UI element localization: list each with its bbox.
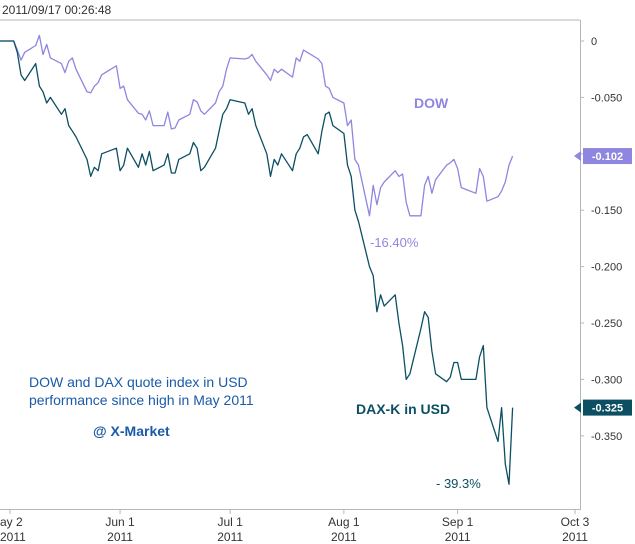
dax-drop-annotation: - 39.3% [436,476,481,491]
tag-box [583,399,632,416]
y-tick-label: 0 [591,36,597,48]
x-tick-label: Oct 3 [561,515,590,529]
tag-pointer [574,402,581,413]
x-tick-year: 2011 [445,530,471,544]
y-axis: 0-0.050-0.100-0.150-0.200-0.250-0.300-0.… [580,36,622,443]
tag-value: -0.325 [592,403,623,415]
y-tick-label: -0.300 [591,374,622,386]
x-tick-label: ay 2 [0,515,23,529]
plot-frame [0,19,581,510]
y-tick-label: -0.200 [591,262,622,274]
dow-line [0,34,514,217]
x-tick-year: 2011 [331,530,357,544]
dow-drop-annotation: -16.40% [370,235,419,250]
x-tick-label: Aug 1 [328,515,360,529]
annotations: DOW -16.40% DAX-K in USD - 39.3% DOW and… [29,95,481,491]
timestamp: 2011/09/17 00:26:48 [2,3,112,17]
y-tick-label: -0.250 [591,318,622,330]
dow-last-value-tag: -0.102 [574,148,632,165]
tag-value: -0.102 [592,151,623,163]
y-tick-label: -0.350 [591,431,622,443]
x-tick-year: 2011 [562,530,588,544]
y-tick-label: -0.150 [591,205,622,217]
x-tick-label: Sep 1 [442,515,474,529]
caption-line-1: DOW and DAX quote index in USD [29,374,248,390]
caption-line-2: performance since high in May 2011 [29,392,254,408]
tag-box [583,148,632,165]
x-tick-label: Jul 1 [217,515,243,529]
dax-last-value-tag: -0.325 [574,399,632,416]
y-tick-label: -0.050 [591,92,622,104]
credit-text: @ X-Market [93,423,170,439]
x-tick-year: 2011 [217,530,243,544]
x-tick-year: 2011 [0,530,26,544]
x-tick-label: Jun 1 [105,515,135,529]
last-value-tags: -0.102 -0.325 [574,148,632,416]
x-tick-year: 2011 [107,530,133,544]
dow-series-label: DOW [414,95,449,111]
series-layer [0,34,514,485]
dax-line [0,40,514,485]
dax-series-label: DAX-K in USD [356,401,450,417]
tag-pointer [574,151,581,162]
